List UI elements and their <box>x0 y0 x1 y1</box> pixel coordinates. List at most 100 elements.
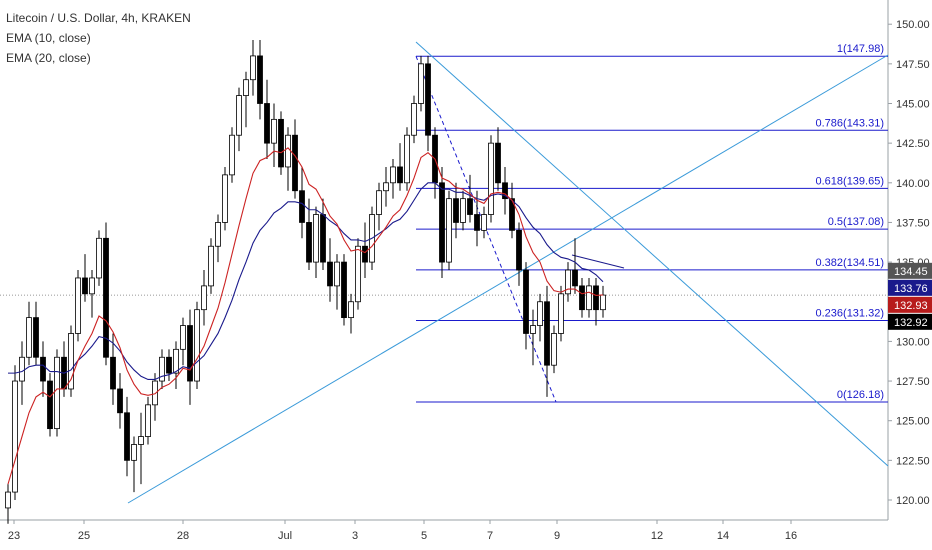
candle-body <box>187 325 193 382</box>
candle-body <box>257 55 263 104</box>
candle-body <box>383 182 389 192</box>
short-trendline <box>571 254 625 269</box>
candle-body <box>544 301 550 366</box>
price-tag-ema10 <box>888 296 932 313</box>
candle-body <box>460 198 466 223</box>
ema10-line <box>7 147 604 485</box>
candle-body <box>159 356 165 382</box>
candle-body <box>166 356 172 374</box>
candle-body <box>47 380 53 430</box>
x-tick-label: 3 <box>352 530 358 542</box>
candle-body <box>306 222 312 263</box>
candle-body <box>194 309 200 382</box>
candles-group <box>5 40 606 524</box>
x-tick-label: 7 <box>487 530 493 542</box>
candle-body <box>180 325 186 350</box>
candle-body <box>341 261 347 319</box>
fib-level-label: 0.786(143.31) <box>816 117 885 129</box>
candle-body <box>397 166 403 184</box>
candle-body <box>404 134 410 184</box>
candle-body <box>271 118 277 144</box>
fib-level-label: 0(126.18) <box>837 389 884 401</box>
candle-body <box>523 269 529 334</box>
candle-body <box>495 142 501 184</box>
candle-body <box>236 95 242 136</box>
candle-body <box>173 348 179 374</box>
candle-body <box>502 182 508 200</box>
candle-body <box>89 277 95 295</box>
candle-body <box>530 325 536 334</box>
y-tick-label: 137.50 <box>896 217 930 229</box>
candle-body <box>586 285 592 311</box>
ema20-line <box>8 182 604 381</box>
candle-body <box>453 198 459 223</box>
symbol-title: Litecoin / U.S. Dollar, 4h, KRAKEN <box>6 11 191 25</box>
candle-body <box>446 198 452 263</box>
candle-body <box>285 134 291 168</box>
candle-body <box>12 380 18 493</box>
price-tag-label: 134.45 <box>894 266 928 278</box>
y-tick-label: 130.00 <box>896 336 930 348</box>
price-tag-label: 132.93 <box>894 300 928 312</box>
candle-body <box>320 214 326 263</box>
candle-body <box>600 294 606 311</box>
candle-body <box>250 55 256 81</box>
candle-body <box>26 317 32 358</box>
candle-body <box>215 222 221 247</box>
price-tag-last <box>888 313 932 330</box>
y-tick-label: 140.00 <box>896 178 930 190</box>
candle-body <box>516 229 522 271</box>
descending-trendline <box>415 41 889 467</box>
candle-body <box>313 214 319 263</box>
candle-body <box>327 261 333 287</box>
candle-body <box>208 245 214 287</box>
x-tick-label: 25 <box>78 530 90 542</box>
y-tick-label: 125.00 <box>896 416 930 428</box>
candle-body <box>418 63 424 104</box>
ema10-legend: EMA (10, close) <box>6 31 91 45</box>
y-tick-label: 120.00 <box>896 495 930 507</box>
candle-body <box>278 118 284 168</box>
candle-body <box>131 444 137 461</box>
x-tick-label: 16 <box>785 530 797 542</box>
candle-body <box>33 317 39 358</box>
candle-body <box>152 380 158 406</box>
candle-body <box>425 63 431 136</box>
price-tag-grey <box>888 262 932 279</box>
candle-body <box>96 237 102 279</box>
candle-body <box>229 134 235 176</box>
candle-body <box>40 356 46 382</box>
candle-body <box>222 174 228 223</box>
fib-level-label: 0.5(137.08) <box>828 216 884 228</box>
candle-body <box>334 261 340 287</box>
candle-body <box>572 269 578 287</box>
x-tick-label: 14 <box>717 530 729 542</box>
candle-body <box>19 356 25 382</box>
x-tick-label: 5 <box>421 530 427 542</box>
x-tick-label: 23 <box>8 530 20 542</box>
candle-body <box>68 333 74 390</box>
candle-body <box>355 245 361 303</box>
candle-body <box>509 198 515 231</box>
candle-body <box>124 412 130 461</box>
candle-body <box>537 301 543 326</box>
fib-level-label: 0.382(134.51) <box>816 257 885 269</box>
chart-legend: Litecoin / U.S. Dollar, 4h, KRAKEN EMA (… <box>6 8 191 68</box>
candle-body <box>579 285 585 311</box>
price-tag-label: 132.92 <box>894 317 928 329</box>
y-tick-label: 150.00 <box>896 19 930 31</box>
candle-body <box>103 237 109 358</box>
fib-level-label: 1(147.98) <box>837 43 884 55</box>
candle-body <box>75 277 81 334</box>
candle-body <box>110 356 116 390</box>
candle-body <box>54 356 60 430</box>
candle-body <box>467 198 473 215</box>
candle-body <box>362 245 368 263</box>
candle-body <box>348 301 354 319</box>
y-tick-label: 142.50 <box>896 138 930 150</box>
candle-body <box>481 214 487 231</box>
candle-body <box>5 491 11 509</box>
fib-level-label: 0.618(139.65) <box>816 175 885 187</box>
ascending-trendline <box>127 54 889 504</box>
